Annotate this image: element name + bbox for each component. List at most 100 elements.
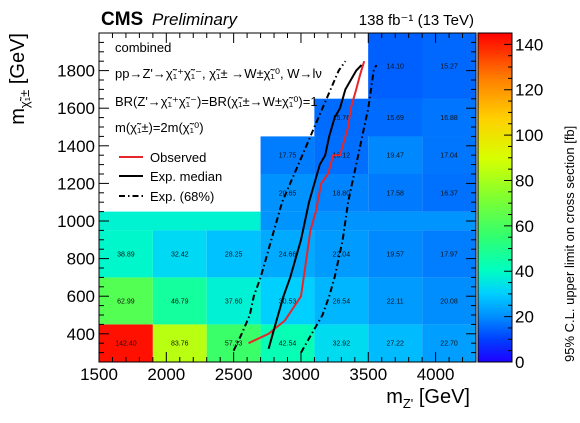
heatmap-cell-label: 15.69 [386, 115, 404, 122]
experiment-label: CMS [101, 9, 143, 30]
legend-exp-68-label: Exp. (68%) [150, 189, 214, 204]
color-scale-axis: 0 20 40 60 80 100 120 140 [504, 32, 543, 372]
y-tick-label: 400 [67, 325, 95, 344]
z-tick-label: 60 [515, 217, 534, 236]
heatmap-cell [422, 33, 476, 99]
x-tick-label: 2500 [215, 365, 253, 384]
x-tick-label: 2000 [147, 365, 185, 384]
heatmap-cell [206, 277, 261, 325]
heatmap-cell [368, 33, 423, 99]
z-tick-label: 0 [515, 353, 524, 372]
heatmap-cell-label: 38.89 [117, 251, 135, 258]
z-tick-label: 100 [515, 126, 543, 145]
heatmap-cell-label: 83.76 [171, 341, 189, 348]
z-tick-label: 120 [515, 81, 543, 100]
heatmap-band [260, 211, 476, 231]
heatmap-cell-label: 37.60 [225, 298, 243, 305]
heatmap-cell-label: 20.65 [279, 190, 297, 197]
y-axis: 400 600 800 1000 1200 1400 1600 1800 [57, 41, 476, 354]
heatmap-band [99, 211, 261, 231]
legend-branching-ratio: BR(Z'→χ̃₁⁺χ̃₁⁻)=BR(χ̃₁±→W±χ̃₁⁰)=1 [115, 94, 318, 109]
heatmap-cell-label: 46.79 [171, 298, 189, 305]
heatmap-cell-label: 17.04 [440, 153, 458, 160]
heatmap-cell-label: 18.80 [333, 190, 351, 197]
z-tick-label: 40 [515, 262, 534, 281]
heatmap-cell [99, 230, 153, 278]
y-axis-title: mχ̃₁± [GeV] [7, 33, 32, 125]
heatmap-cell [260, 174, 315, 212]
y-tick-label: 1200 [57, 174, 95, 193]
heatmap-cell-label: 17.58 [386, 190, 404, 197]
x-axis-title: mZ' [GeV] [386, 386, 470, 411]
heatmap-cell [422, 98, 476, 137]
y-tick-label: 1600 [57, 99, 95, 118]
x-tick-label: 3000 [282, 365, 320, 384]
heatmap-cell [422, 174, 476, 212]
limit-curve [267, 64, 363, 350]
heatmap-cell [422, 277, 476, 325]
heatmap-cell [99, 324, 153, 362]
heatmap-cell [152, 324, 207, 362]
heatmap-cell-label: 15.27 [440, 63, 458, 70]
heatmap-cell-label: 17.97 [440, 251, 458, 258]
z-axis-title: 95% C.L. upper limit on cross section [f… [562, 126, 577, 362]
heatmap-cell-label: 15.76 [333, 115, 351, 122]
heatmap-cell [314, 277, 369, 325]
heatmap-cell [152, 230, 207, 278]
y-tick-label: 1000 [57, 212, 95, 231]
legend-combined: combined [115, 40, 171, 55]
heatmap-cell [260, 136, 315, 174]
heatmap-cell-label: 19.47 [386, 153, 404, 160]
limit-curve [300, 64, 378, 354]
heatmap-cell-label: 17.75 [279, 153, 297, 160]
heatmap-cell [314, 230, 369, 278]
x-axis: 1500 2000 2500 3000 3500 4000 [80, 33, 477, 384]
legend-mass-relation: m(χ̃₁±)=2m(χ̃₁⁰) [115, 120, 204, 135]
z-tick-label: 140 [515, 35, 543, 54]
x-tick-label: 1500 [80, 365, 118, 384]
legend-observed-label: Observed [150, 150, 206, 165]
legend-process: pp→Z'→χ̃₁⁺χ̃₁⁻, χ̃₁± →W±χ̃₁⁰, W→lν [115, 66, 322, 81]
heatmap-cell-label: 14.10 [386, 63, 404, 70]
heatmap-cell-labels: 142.40 83.76 57.33 42.54 32.92 27.22 22.70 62.9… [115, 63, 458, 347]
legend: combined pp→Z'→χ̃₁⁺χ̃₁⁻, χ̃₁± →W±χ̃₁⁰, W… [115, 40, 322, 204]
heatmap-cell-label: 22.70 [440, 341, 458, 348]
heatmap-cell-label: 26.54 [333, 298, 351, 305]
x-tick-label: 4000 [417, 365, 455, 384]
heatmap-cell [314, 324, 369, 362]
heatmap-cell [152, 277, 207, 325]
heatmap-cell-label: 16.88 [440, 115, 458, 122]
heatmap-cell-label: 32.92 [333, 341, 351, 348]
heatmap-cell-label: 30.53 [279, 298, 297, 305]
luminosity-label: 138 fb⁻¹ (13 TeV) [359, 12, 474, 29]
limit-curve [248, 60, 366, 345]
heatmap-cell [368, 174, 423, 212]
z-tick-label: 80 [515, 171, 534, 190]
y-tick-label: 1400 [57, 137, 95, 156]
heatmap-cell-label: 19.57 [386, 251, 404, 258]
heatmap-cell-label: 57.33 [225, 341, 243, 348]
heatmap-cell [368, 136, 423, 174]
heatmap-cell-label: 20.08 [440, 298, 458, 305]
heatmap-cell-label: 42.54 [279, 341, 297, 348]
x-tick-label: 3500 [349, 365, 387, 384]
limit-curves [232, 60, 378, 354]
heatmap-cell [99, 277, 153, 325]
heatmap-cell [314, 136, 369, 174]
limit-curve [232, 60, 347, 352]
color-scale-bar [477, 32, 513, 363]
heatmap-cell-label: 62.99 [117, 298, 135, 305]
heatmap-cell-label: 27.22 [386, 341, 404, 348]
heatmap-cell-label: 22.11 [387, 298, 404, 305]
heatmap-cell [368, 230, 423, 278]
heatmap-cell [206, 230, 261, 278]
heatmap-cell-label: 16.12 [333, 153, 351, 160]
z-tick-label: 20 [515, 308, 534, 327]
heatmap-cell [368, 324, 423, 362]
heatmap-cell-label: 22.04 [333, 251, 351, 258]
heatmap-cell-label: 24.66 [279, 251, 297, 258]
heatmap-cell [422, 136, 476, 174]
y-tick-label: 800 [67, 250, 95, 269]
heatmap-cell-label: 32.42 [171, 251, 189, 258]
